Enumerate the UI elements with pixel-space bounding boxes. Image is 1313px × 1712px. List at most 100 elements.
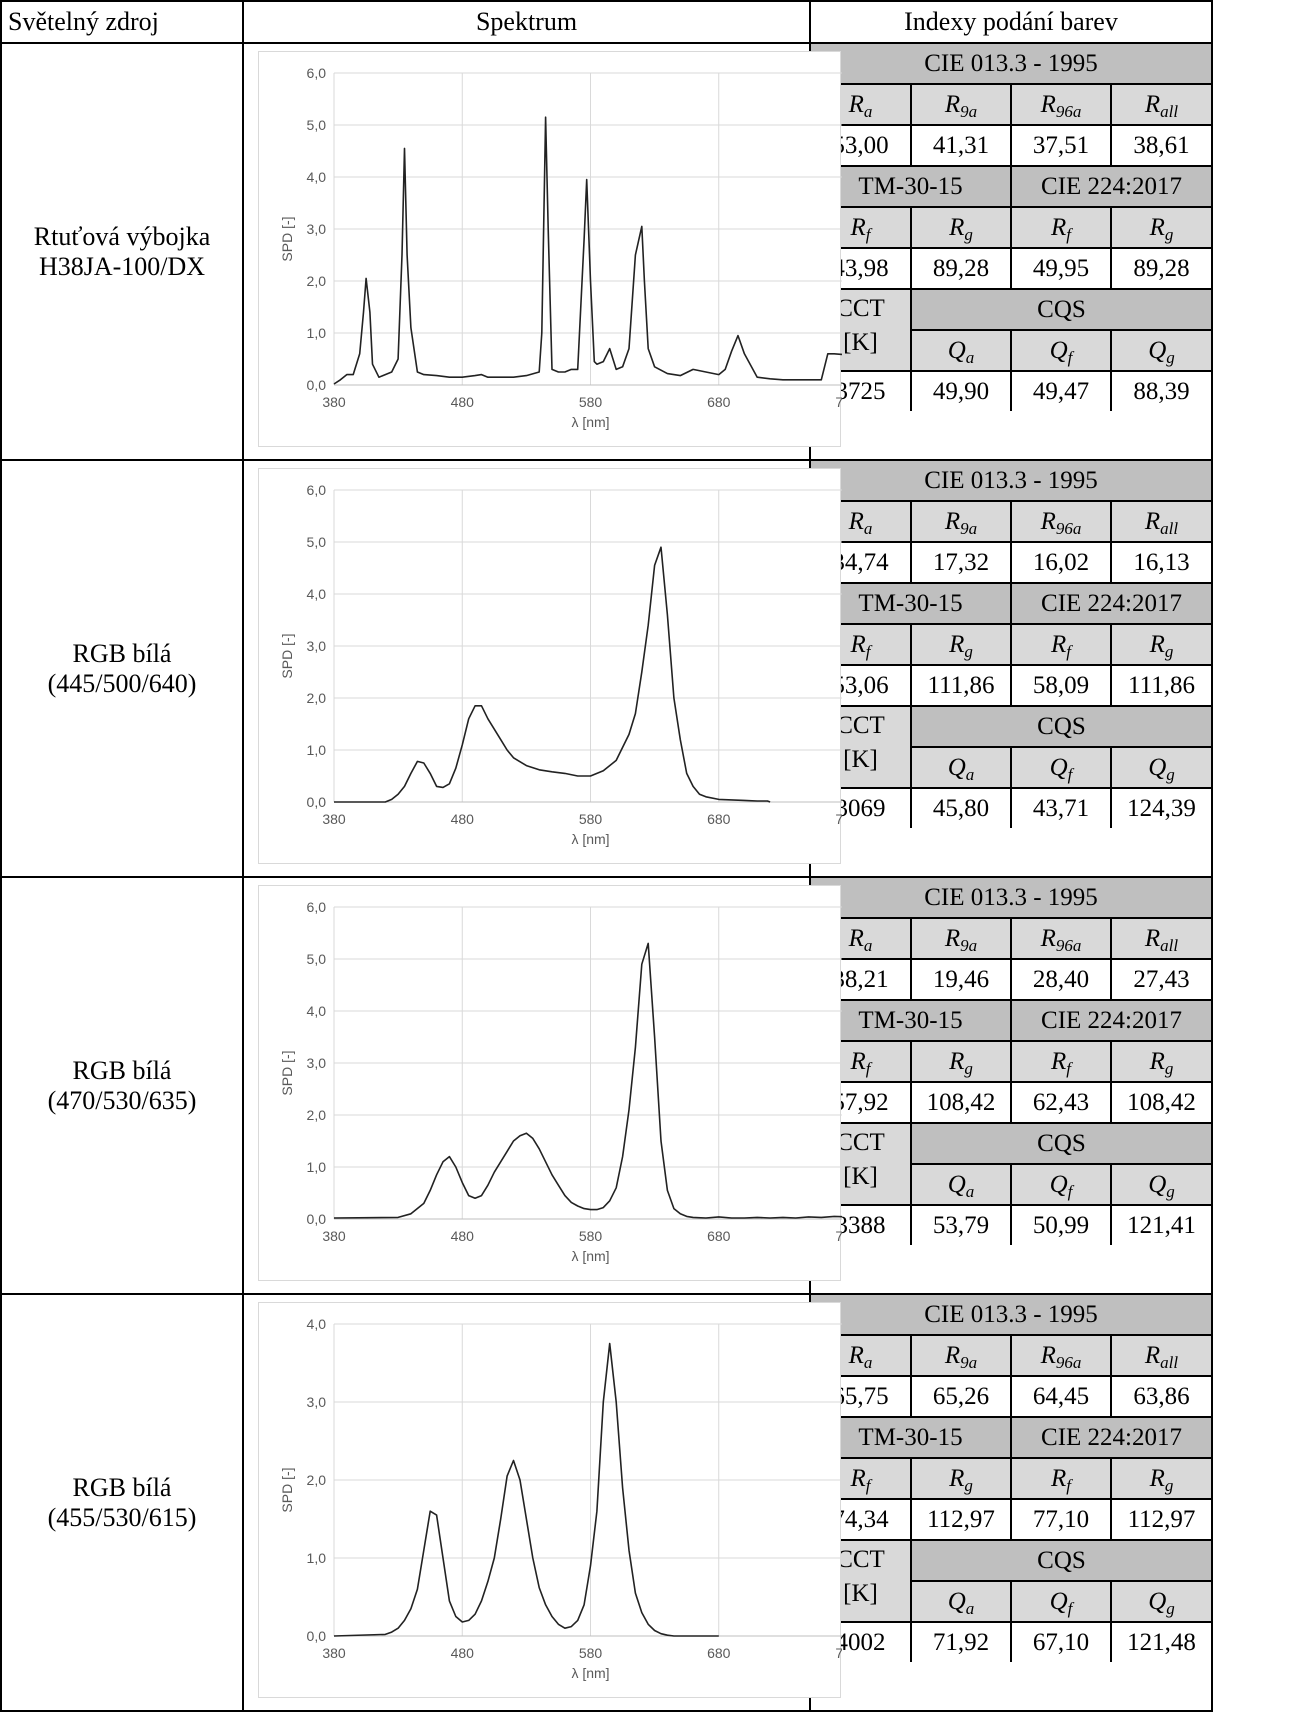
x-tick-label: 380 [322,811,346,827]
indices-table: CIE 013.3 - 1995 Ra R9a R96a Rall 34,74 17,32 1… [811,461,1211,828]
value-cie224-rg: 89,28 [1110,247,1211,290]
label-qf: Qf [1010,1580,1112,1623]
light-source-name: RGB bílá [72,1472,172,1502]
y-tick-label: 2,0 [307,1472,327,1488]
value-cie224-rg: 112,97 [1110,1498,1211,1541]
x-tick-label: 780 [835,1228,842,1244]
value-qg: 121,48 [1110,1621,1211,1662]
indices-table: CIE 013.3 - 1995 Ra R9a R96a Rall 53,00 41,31 3… [811,44,1211,411]
cie224-band: CIE 224:2017 [1010,582,1211,625]
x-tick-label: 480 [451,394,475,410]
cqs-band: CQS [910,705,1211,748]
cie224-band: CIE 224:2017 [1010,165,1211,208]
value-qg: 88,39 [1110,370,1211,411]
value-r96a: 37,51 [1010,124,1112,167]
tm30-band: TM-30-15 [811,165,1012,208]
label-cie224-rg: Rg [1110,623,1211,666]
cqs-band: CQS [910,1122,1211,1165]
value-r9a: 19,46 [910,958,1012,1001]
symbol-ra: Ra [848,507,873,538]
spectrum-chart-frame: 380 480 580 680 780 0,0 1,0 2,0 3,0 4,0 λ [nm] SPD … [258,1302,842,1698]
spd-series-line [333,116,842,385]
x-tick-label: 680 [707,394,731,410]
label-qa: Qa [911,746,1012,789]
value-qf: 67,10 [1010,1621,1112,1662]
tm30-band: TM-30-15 [811,1416,1012,1459]
label-qf: Qf [1010,1163,1112,1206]
symbol-qg: Qg [1148,1587,1175,1618]
x-tick-label: 380 [322,1645,346,1661]
symbol-rall: Rall [1144,1341,1179,1372]
spectrum-cell: 380 480 580 680 780 0,0 1,0 2,0 3,0 4,0 5,0 6,0 λ [n… [242,876,842,1295]
x-tick-label: 480 [451,1228,475,1244]
value-tm30-rg: 111,86 [910,664,1012,707]
light-source-cell: RGB bílá (455/530/615) [0,1293,244,1712]
label-r96a: R96a [1010,1334,1112,1377]
cct-label: CCT [836,1129,885,1156]
label-cie224-rg: Rg [1110,1457,1211,1500]
spectrum-cell: 380 480 580 680 780 0,0 1,0 2,0 3,0 4,0 5,0 6,0 λ [n… [242,459,842,878]
light-source-model: (470/530/635) [47,1085,197,1115]
label-cie224-rf: Rf [1010,206,1112,249]
symbol-rg: Rg [949,630,973,661]
symbol-rf: Rf [1050,630,1071,661]
value-cie224-rf: 77,10 [1010,1498,1112,1541]
y-tick-label: 4,0 [307,586,327,602]
symbol-qf: Qf [1049,753,1073,784]
x-tick-label: 780 [835,811,842,827]
cie13-band: CIE 013.3 - 1995 [811,1295,1211,1336]
symbol-r96a: R96a [1040,1341,1082,1372]
value-r9a: 41,31 [910,124,1012,167]
value-rall: 16,13 [1110,541,1211,584]
symbol-rall: Rall [1144,507,1179,538]
spectrum-cell: 380 480 580 680 780 0,0 1,0 2,0 3,0 4,0 λ [nm] SPD … [242,1293,842,1712]
label-cie224-rf: Rf [1010,623,1112,666]
symbol-qa: Qa [947,1587,975,1618]
cie13-band: CIE 013.3 - 1995 [811,44,1211,85]
symbol-rg: Rg [1149,1464,1174,1495]
source-row: RGB bílá(455/530/615) 380 480 580 680 780 0,0 1… [0,1293,1213,1712]
light-source-cell: RGB bílá (470/530/635) [0,876,244,1295]
symbol-ra: Ra [848,924,873,955]
symbol-rg: Rg [949,213,973,244]
spectrum-cell: 380 480 580 680 780 0,0 1,0 2,0 3,0 4,0 5,0 6,0 λ [n… [242,42,842,461]
header-color-indices: Indexy podání barev [809,0,1213,44]
cct-label: CCT [836,712,885,739]
light-source-model: H38JA-100/DX [38,251,206,281]
symbol-ra: Ra [848,1341,873,1372]
x-axis-label: λ [nm] [571,831,609,847]
source-row: Rtuťová výbojka H38JA-100/DX 380 480 580 680 7… [0,42,1213,461]
x-tick-label: 780 [835,394,842,410]
label-qg: Qg [1110,1163,1211,1206]
cqs-band: CQS [910,288,1211,331]
label-tm30-rg: Rg [910,1040,1012,1083]
y-tick-label: 3,0 [307,638,327,654]
spectrum-chart-frame: 380 480 580 680 780 0,0 1,0 2,0 3,0 4,0 5,0 6,0 λ [n… [258,885,842,1281]
value-tm30-rg: 112,97 [910,1498,1012,1541]
label-qf: Qf [1010,746,1112,789]
spd-series-line [333,1342,719,1637]
value-cie224-rf: 49,95 [1010,247,1112,290]
value-qf: 50,99 [1010,1204,1112,1245]
cie13-band: CIE 013.3 - 1995 [811,461,1211,502]
symbol-r9a: R9a [944,924,978,955]
x-tick-label: 680 [707,1645,731,1661]
y-tick-label: 5,0 [307,117,327,133]
light-source-name: RGB bílá [72,1055,172,1085]
label-cie224-rf: Rf [1010,1040,1112,1083]
symbol-rf: Rf [850,630,871,661]
symbol-qa: Qa [947,336,975,367]
spectrum-chart: 380 480 580 680 780 0,0 1,0 2,0 3,0 4,0 5,0 6,0 λ [n… [279,899,842,1264]
x-tick-label: 580 [579,811,603,827]
x-tick-label: 680 [707,1228,731,1244]
header-spectrum: Spektrum [242,0,811,44]
symbol-ra: Ra [848,90,873,121]
label-rall: Rall [1110,83,1211,126]
spd-series-line [333,942,842,1219]
y-tick-label: 2,0 [307,1107,327,1123]
symbol-qf: Qf [1049,1587,1073,1618]
light-source-model: (455/530/615) [47,1502,197,1532]
indices-cell: CIE 013.3 - 1995 Ra R9a R96a Rall 38,21 19,46 2… [809,876,1213,1295]
value-tm30-rg: 89,28 [910,247,1012,290]
y-tick-label: 5,0 [307,951,327,967]
